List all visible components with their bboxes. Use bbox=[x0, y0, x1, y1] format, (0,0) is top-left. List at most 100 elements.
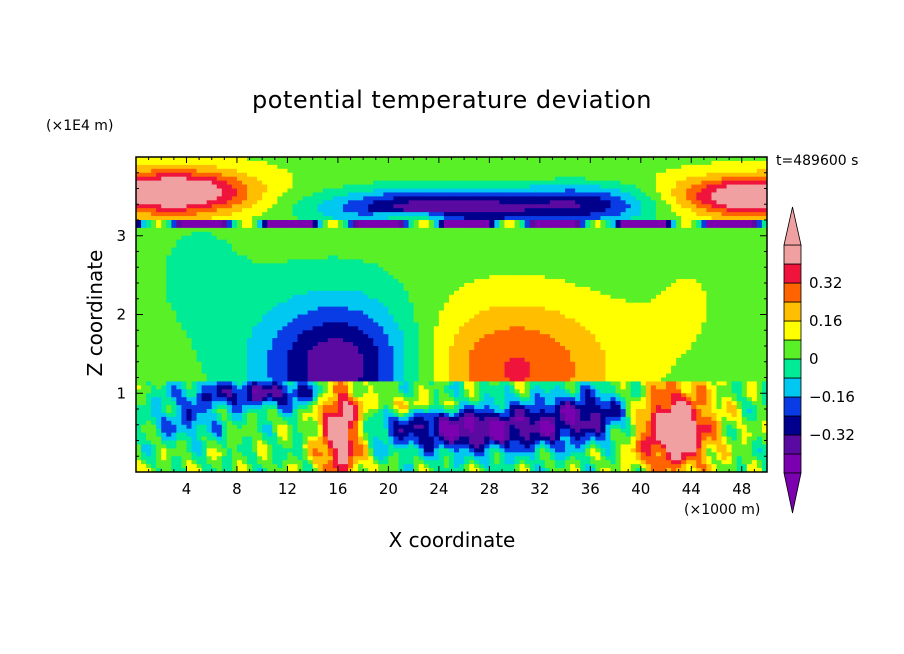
field-cell bbox=[252, 243, 258, 249]
field-cell bbox=[231, 255, 238, 260]
field-cell bbox=[211, 393, 218, 398]
field-cell bbox=[413, 416, 420, 422]
field-cell bbox=[393, 428, 400, 434]
field-cell bbox=[231, 424, 238, 430]
field-cell bbox=[252, 279, 258, 284]
field-cell bbox=[166, 302, 172, 308]
field-cell bbox=[413, 377, 420, 383]
field-cell bbox=[312, 334, 319, 339]
field-cell bbox=[136, 377, 142, 383]
field-cell bbox=[307, 401, 314, 406]
field-cell bbox=[247, 357, 253, 363]
field-cell bbox=[141, 275, 147, 280]
field-cell bbox=[141, 267, 147, 272]
field-cell bbox=[348, 200, 354, 205]
field-cell bbox=[433, 247, 440, 253]
field-cell bbox=[363, 448, 369, 453]
field-cell bbox=[231, 286, 238, 292]
field-cell bbox=[267, 275, 273, 280]
field-cell bbox=[358, 310, 364, 316]
field-cell bbox=[373, 235, 379, 241]
field-cell bbox=[373, 243, 379, 249]
field-cell bbox=[327, 172, 334, 178]
field-cell bbox=[428, 373, 435, 379]
field-cell bbox=[151, 349, 157, 355]
field-cell bbox=[181, 318, 188, 323]
field-cell bbox=[181, 172, 188, 178]
field-cell bbox=[282, 468, 289, 472]
field-cell bbox=[408, 271, 415, 276]
field-cell bbox=[368, 176, 374, 182]
field-cell bbox=[418, 322, 425, 327]
field-cell bbox=[337, 424, 344, 430]
field-cell bbox=[221, 204, 228, 209]
field-cell bbox=[287, 346, 294, 351]
field-cell bbox=[317, 212, 324, 217]
field-cell bbox=[443, 373, 450, 379]
field-cell bbox=[322, 448, 329, 453]
field-cell bbox=[358, 279, 364, 284]
field-cell bbox=[257, 464, 263, 469]
field-cell bbox=[348, 204, 354, 209]
field-cell bbox=[257, 157, 263, 162]
field-cell bbox=[322, 271, 329, 276]
field-cell bbox=[277, 460, 283, 465]
field-cell bbox=[211, 452, 218, 457]
field-cell bbox=[267, 243, 273, 249]
field-cell bbox=[216, 342, 223, 347]
field-cell bbox=[373, 310, 379, 316]
field-cell bbox=[186, 342, 193, 347]
field-cell bbox=[373, 393, 379, 398]
field-cell bbox=[181, 460, 188, 465]
field-cell bbox=[191, 373, 198, 379]
field-cell bbox=[186, 338, 193, 343]
field-cell bbox=[236, 334, 243, 339]
field-cell bbox=[247, 220, 253, 225]
field-cell bbox=[428, 361, 435, 367]
field-cell bbox=[242, 275, 248, 280]
field-cell bbox=[191, 416, 198, 422]
field-cell bbox=[196, 294, 203, 300]
field-cell bbox=[353, 271, 359, 276]
field-cell bbox=[216, 180, 223, 186]
field-cell bbox=[277, 424, 283, 430]
field-cell bbox=[236, 176, 243, 182]
field-cell bbox=[327, 377, 334, 383]
field-cell bbox=[252, 334, 258, 339]
field-cell bbox=[383, 456, 389, 461]
field-cell bbox=[146, 338, 152, 343]
field-cell bbox=[388, 322, 395, 327]
field-cell bbox=[438, 448, 445, 453]
field-cell bbox=[443, 318, 450, 323]
field-cell bbox=[287, 164, 294, 170]
field-cell bbox=[438, 196, 445, 201]
field-cell bbox=[388, 326, 395, 331]
field-cell bbox=[433, 263, 440, 268]
field-cell bbox=[378, 361, 384, 367]
field-cell bbox=[267, 444, 273, 449]
field-cell bbox=[448, 243, 455, 249]
field-cell bbox=[136, 420, 142, 426]
field-cell bbox=[196, 220, 203, 225]
field-cell bbox=[368, 279, 374, 284]
field-cell bbox=[413, 468, 420, 472]
field-cell bbox=[287, 432, 294, 438]
field-cell bbox=[141, 389, 147, 394]
field-cell bbox=[413, 279, 420, 284]
field-cell bbox=[388, 314, 395, 320]
field-cell bbox=[418, 381, 425, 386]
field-cell bbox=[423, 216, 430, 221]
field-cell bbox=[408, 263, 415, 268]
field-cell bbox=[161, 235, 167, 241]
field-cell bbox=[277, 357, 283, 363]
field-cell bbox=[413, 464, 420, 469]
field-cell bbox=[312, 416, 319, 422]
field-cell bbox=[156, 342, 162, 347]
field-cell bbox=[297, 283, 304, 288]
field-cell bbox=[438, 460, 445, 465]
field-cell bbox=[141, 160, 147, 166]
field-cell bbox=[337, 405, 344, 410]
field-cell bbox=[418, 338, 425, 343]
field-cell bbox=[206, 409, 213, 414]
field-cell bbox=[226, 456, 233, 461]
